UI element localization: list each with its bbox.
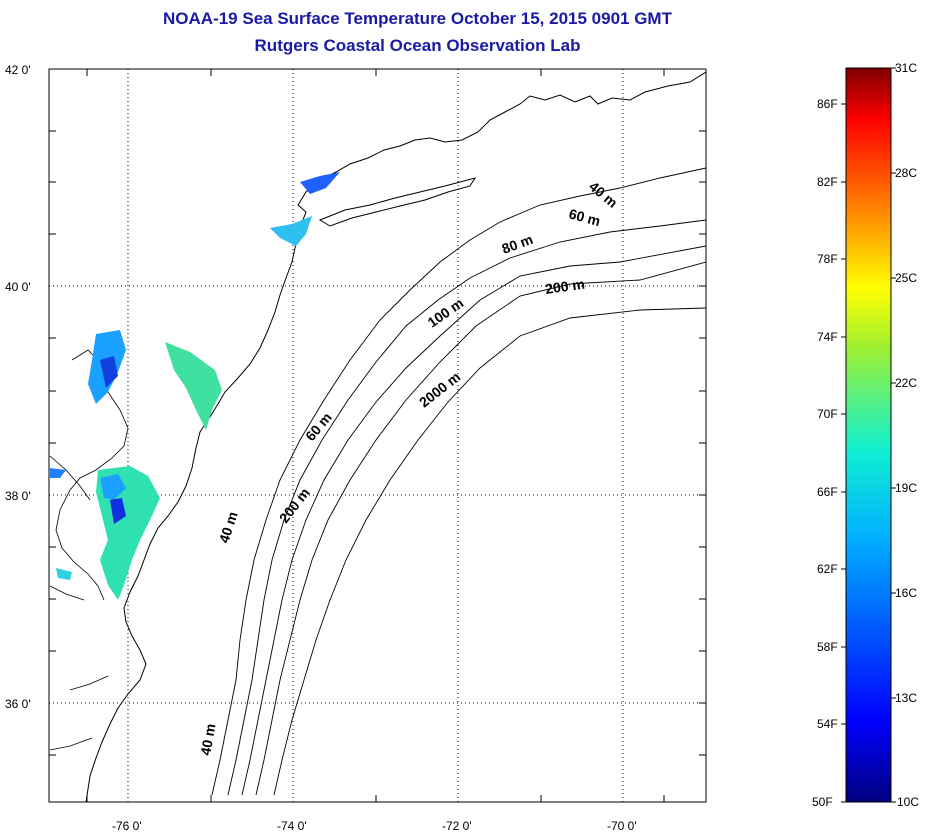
celsius-label: 13C bbox=[895, 691, 917, 705]
lon-tick: -72 0' bbox=[442, 819, 472, 832]
celsius-label: 19C bbox=[895, 481, 917, 495]
fahrenheit-label: 62F bbox=[817, 562, 838, 576]
lat-tick: 40 0' bbox=[5, 280, 31, 294]
lat-tick-labels: 42 0' 40 0' 38 0' 36 0' bbox=[5, 63, 31, 711]
bathymetry-contours bbox=[211, 167, 706, 796]
lat-tick: 38 0' bbox=[5, 489, 31, 503]
fahrenheit-label: 82F bbox=[817, 175, 838, 189]
fahrenheit-label: 58F bbox=[817, 640, 838, 654]
celsius-label: 25C bbox=[895, 271, 917, 285]
celsius-label: 22C bbox=[895, 376, 917, 390]
lon-tick: -74 0' bbox=[277, 819, 307, 832]
celsius-label: 28C bbox=[895, 166, 917, 180]
fahrenheit-label: 86F bbox=[817, 97, 838, 111]
depth-label: 200 m bbox=[544, 276, 586, 297]
lat-tick: 42 0' bbox=[5, 63, 31, 77]
colorbar-ticks bbox=[841, 67, 896, 803]
lon-tick: -76 0' bbox=[112, 819, 142, 832]
celsius-label: 31C bbox=[895, 61, 917, 75]
colorbar-celsius-labels: 31C 28C 25C 22C 19C 16C 13C 10C bbox=[895, 61, 919, 809]
fahrenheit-label: 78F bbox=[817, 252, 838, 266]
lat-tick: 36 0' bbox=[5, 697, 31, 711]
map-subtitle: Rutgers Coastal Ocean Observation Lab bbox=[254, 36, 581, 55]
sst-water bbox=[50, 172, 340, 600]
lon-tick: -70 0' bbox=[607, 819, 637, 832]
colorbar-fahrenheit-labels: 86F 82F 78F 74F 70F 66F 62F 58F 54F 50F bbox=[812, 97, 838, 809]
fahrenheit-label: 54F bbox=[817, 717, 838, 731]
fahrenheit-label: 50F bbox=[812, 795, 833, 809]
long-island bbox=[318, 177, 477, 227]
depth-label: 60 m bbox=[567, 205, 602, 229]
depth-label: 40 m bbox=[197, 722, 218, 756]
celsius-label: 16C bbox=[895, 586, 917, 600]
inland-coast bbox=[49, 349, 129, 751]
map-title: NOAA-19 Sea Surface Temperature October … bbox=[163, 9, 672, 28]
coastline bbox=[85, 71, 706, 802]
fahrenheit-label: 74F bbox=[817, 330, 838, 344]
celsius-label: 10C bbox=[897, 795, 919, 809]
fahrenheit-label: 66F bbox=[817, 485, 838, 499]
map-frame bbox=[48, 68, 707, 803]
colorbar bbox=[845, 67, 892, 803]
graticule bbox=[49, 69, 706, 802]
lon-tick-labels: -76 0' -74 0' -72 0' -70 0' bbox=[112, 819, 637, 832]
fahrenheit-label: 70F bbox=[817, 407, 838, 421]
